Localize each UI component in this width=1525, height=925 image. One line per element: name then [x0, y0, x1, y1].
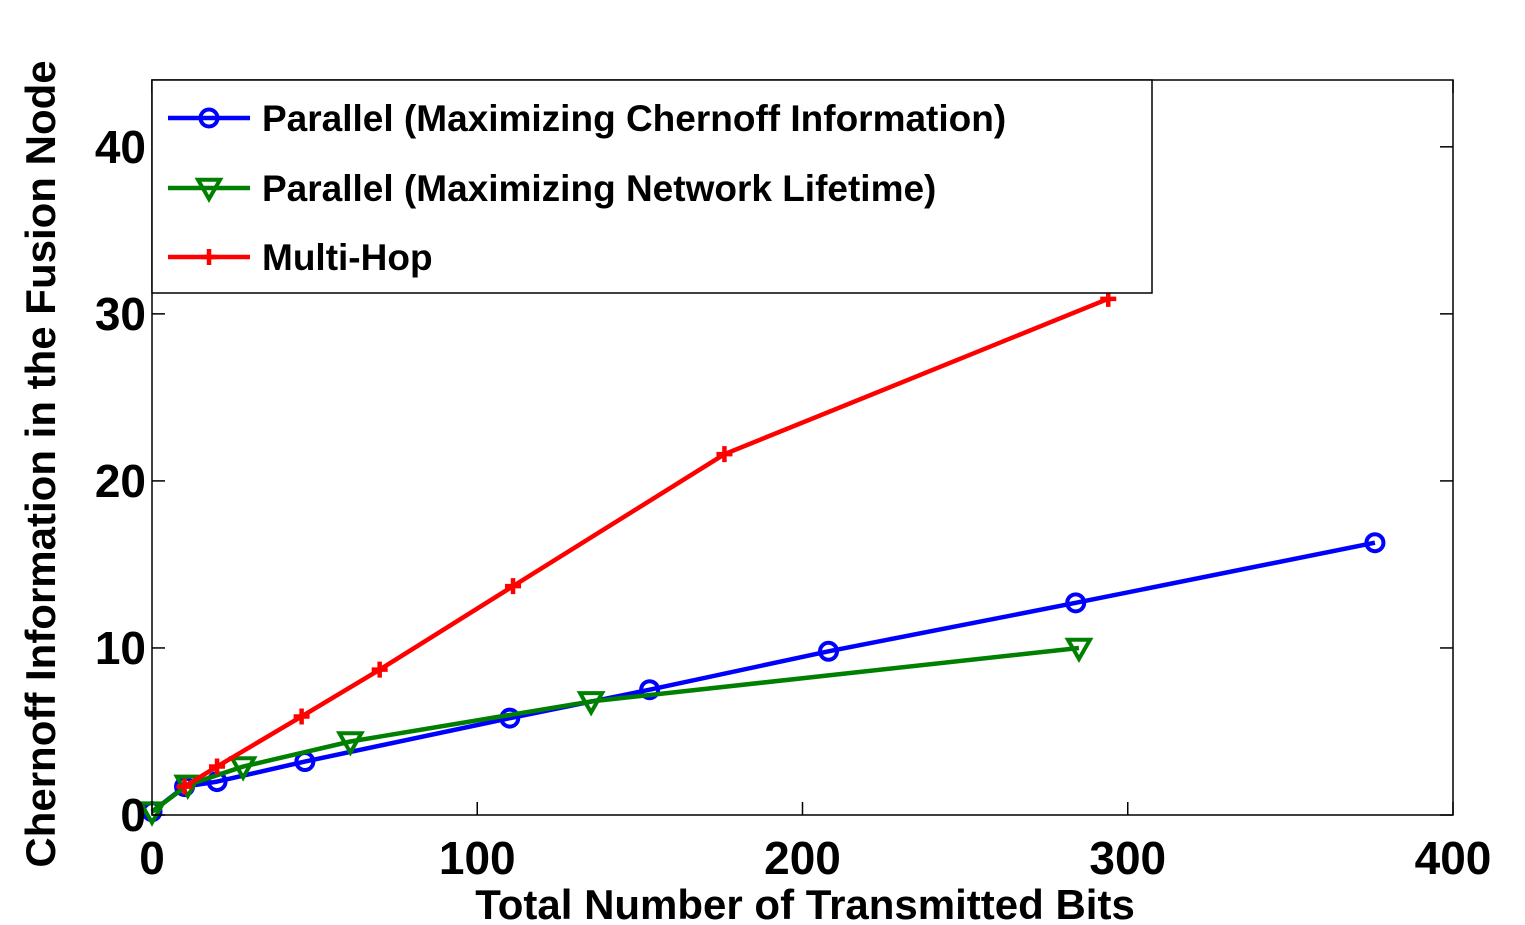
legend-label: Multi-Hop — [262, 237, 433, 278]
x-tick-label: 100 — [439, 832, 516, 884]
x-tick-label: 400 — [1415, 832, 1492, 884]
data-point — [1065, 592, 1087, 614]
data-point — [228, 756, 258, 782]
x-axis-title: Total Number of Transmitted Bits — [475, 881, 1135, 925]
x-tick-label: 300 — [1089, 832, 1166, 884]
legend-marker — [198, 107, 220, 129]
data-point — [335, 731, 365, 757]
data-point — [1064, 637, 1094, 663]
x-tick-label: 200 — [764, 832, 841, 884]
y-tick-label: 40 — [95, 121, 146, 173]
data-point — [716, 446, 733, 463]
legend-label: Parallel (Maximizing Chernoff Informatio… — [262, 98, 1006, 139]
legend-label: Parallel (Maximizing Network Lifetime) — [262, 168, 936, 209]
data-point — [209, 758, 226, 775]
data-point — [818, 640, 840, 662]
data-point — [176, 778, 193, 795]
x-tick-label: 0 — [139, 832, 165, 884]
data-point — [505, 578, 522, 595]
legend-box — [151, 79, 1153, 294]
y-axis-title: Chernoff Information in the Fusion Node — [17, 60, 64, 867]
y-tick-label: 10 — [95, 622, 146, 674]
legend-item: Parallel (Maximizing Chernoff Informatio… — [168, 98, 1006, 139]
data-point — [371, 661, 388, 678]
y-tick-label: 20 — [95, 455, 146, 507]
data-point — [639, 679, 661, 701]
y-tick-label: 0 — [120, 789, 146, 841]
y-tick-label: 30 — [95, 288, 146, 340]
plot-area — [137, 290, 1386, 827]
legend-item: Multi-Hop — [168, 237, 433, 278]
series-1 — [137, 637, 1094, 827]
legend-marker — [194, 177, 224, 204]
legend: Parallel (Maximizing Chernoff Informatio… — [151, 79, 1153, 294]
series-2 — [176, 290, 1117, 795]
legend-marker — [201, 249, 217, 265]
data-point — [576, 691, 606, 717]
legend-item: Parallel (Maximizing Network Lifetime) — [168, 168, 936, 209]
data-point — [1364, 532, 1386, 554]
data-point — [293, 708, 310, 725]
